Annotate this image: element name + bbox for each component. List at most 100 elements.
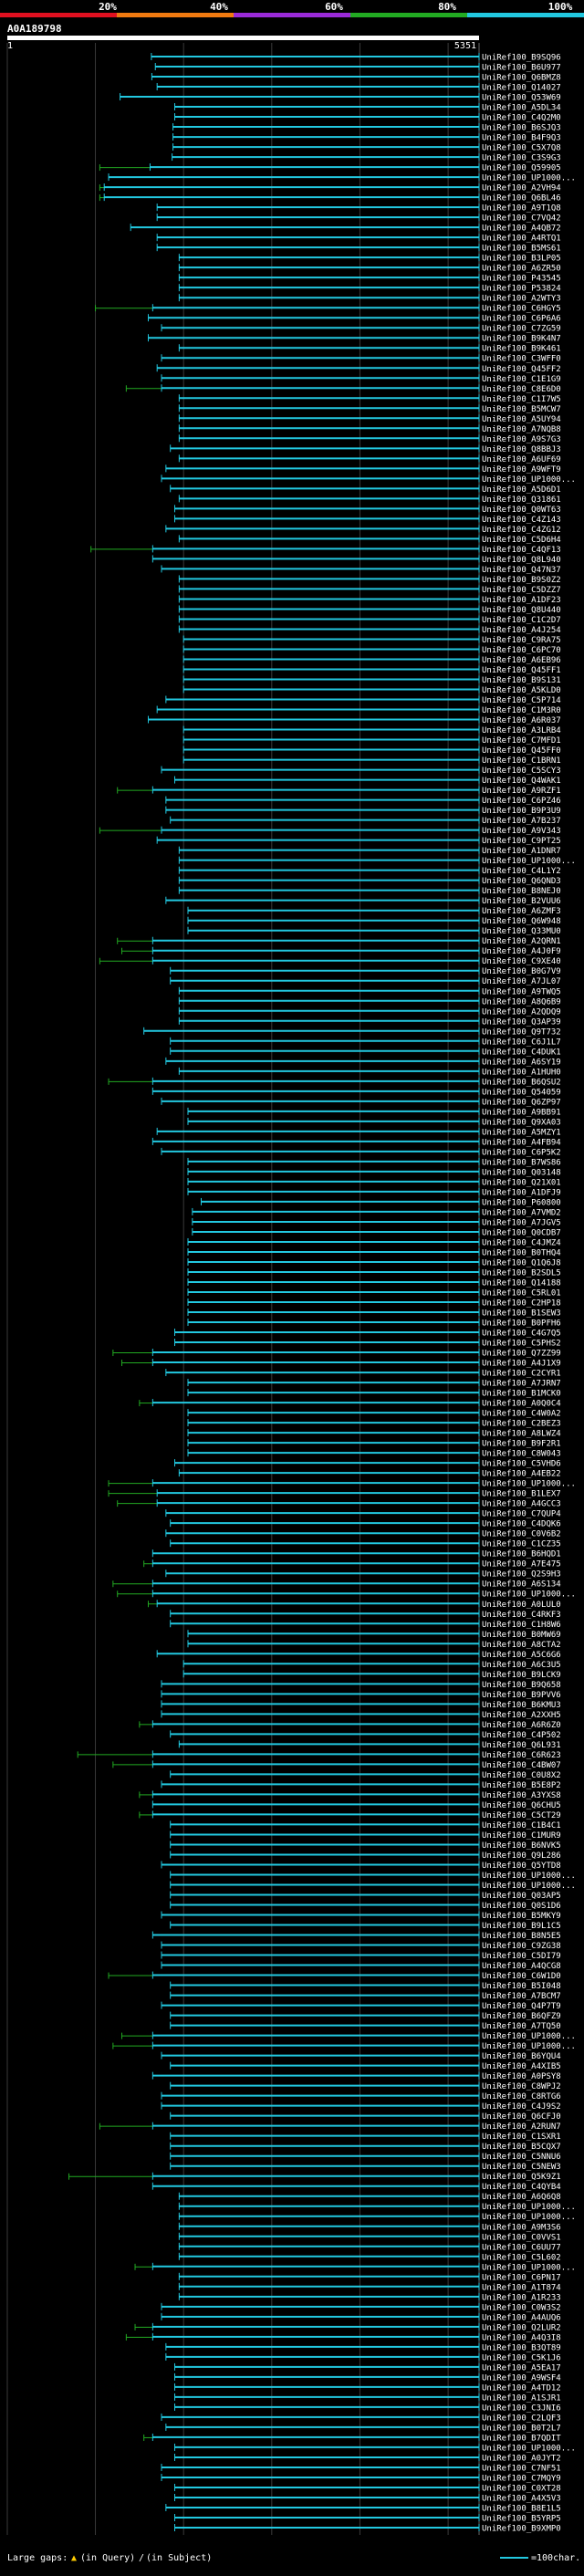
hit-label: UniRef100_C6J1L7 (482, 1038, 561, 1047)
hit-label: UniRef100_A7JGV5 (482, 1218, 561, 1227)
hit-label: UniRef100_B3QT89 (482, 2343, 561, 2352)
hit-label: UniRef100_A7VMD2 (482, 1208, 561, 1217)
hit-label: UniRef100_C4BW07 (482, 1761, 561, 1770)
hit-label: UniRef100_B6SJQ3 (482, 124, 561, 133)
hit-label: UniRef100_A4J0F9 (482, 947, 561, 956)
hit-label: UniRef100_C6P6A6 (482, 315, 561, 324)
hit-label: UniRef100_A4RTQ1 (482, 235, 561, 244)
hit-label: UniRef100_C5K1J6 (482, 2353, 561, 2362)
hit-label: UniRef100_B9K4N7 (482, 335, 561, 344)
hit-label: UniRef100_Q45FF0 (482, 746, 561, 756)
hit-label: UniRef100_UP1000... (482, 2213, 576, 2222)
hit-label: UniRef100_C0V6B2 (482, 1530, 561, 1539)
hit-label: UniRef100_Q45FF2 (482, 365, 561, 374)
hit-label: UniRef100_B5E8P2 (482, 1781, 561, 1790)
hit-label: UniRef100_C3WFF0 (482, 355, 561, 364)
hit-label: UniRef100_A3LRB4 (482, 726, 561, 735)
hit-label: UniRef100_C5NEW3 (482, 2163, 561, 2172)
hit-label: UniRef100_C7VQ42 (482, 214, 561, 224)
hit-label: UniRef100_Q6BL46 (482, 194, 561, 203)
hit-label: UniRef100_C5D6H4 (482, 536, 561, 545)
scale-segment (467, 13, 584, 17)
hit-label: UniRef100_Q0WT63 (482, 506, 561, 515)
hit-label: UniRef100_Q8U440 (482, 606, 561, 615)
hit-label: UniRef100_C9XE40 (482, 957, 561, 966)
legend-query-gap-label: (in Query) (80, 2553, 135, 2563)
hit-label: UniRef100_C2LQF3 (482, 2414, 561, 2423)
hit-label: UniRef100_A7BCM7 (482, 1992, 561, 2001)
hit-label: UniRef100_C4QF13 (482, 546, 561, 555)
hit-label: UniRef100_A9TWQ5 (482, 987, 561, 996)
hit-label: UniRef100_B0MW69 (482, 1631, 561, 1640)
hit-label: UniRef100_B5MKY9 (482, 1912, 561, 1921)
hit-label: UniRef100_Q21X01 (482, 1178, 561, 1187)
hit-label: UniRef100_Q0S1D6 (482, 1902, 561, 1911)
hit-label: UniRef100_Q6CFJ0 (482, 2112, 561, 2122)
hit-label: UniRef100_A1DFJ9 (482, 1188, 561, 1197)
hit-label: UniRef100_Q6BMZ8 (482, 74, 561, 83)
hit-label: UniRef100_UP1000... (482, 475, 576, 485)
hit-label: UniRef100_A6R037 (482, 716, 561, 725)
hit-label: UniRef100_C1H8W6 (482, 1621, 561, 1630)
hit-label: UniRef100_A6C3U5 (482, 1661, 561, 1670)
hit-label: UniRef100_Q53W69 (482, 94, 561, 103)
hit-label: UniRef100_C9PT25 (482, 837, 561, 846)
hit-label: UniRef100_A6ZR50 (482, 265, 561, 274)
hit-label: UniRef100_B9L1C5 (482, 1922, 561, 1931)
hit-label: UniRef100_UP1000... (482, 2032, 576, 2041)
hit-label: UniRef100_C0U8X2 (482, 1771, 561, 1780)
scale-label: 80% (438, 1, 456, 13)
hit-label: UniRef100_Q47N37 (482, 566, 561, 575)
hit-label: UniRef100_C1M3R0 (482, 706, 561, 715)
hit-label: UniRef100_UP1000... (482, 2444, 576, 2453)
hit-label: UniRef100_Q4WAK1 (482, 777, 561, 786)
hit-label: UniRef100_C1B4C1 (482, 1821, 561, 1830)
hit-label: UniRef100_A6S134 (482, 1580, 561, 1590)
hit-label: UniRef100_A5DL34 (482, 104, 561, 113)
hit-label: UniRef100_A1HUH0 (482, 1068, 561, 1077)
hit-label: UniRef100_A9BB91 (482, 1108, 561, 1117)
hit-label: UniRef100_C2HP18 (482, 1299, 561, 1309)
hit-label: UniRef100_C3JNI6 (482, 2404, 561, 2413)
hit-label: UniRef100_B9XMP0 (482, 2525, 561, 2534)
hit-label: UniRef100_A4EB22 (482, 1470, 561, 1479)
hit-label: UniRef100_C6P5K2 (482, 1148, 561, 1157)
scale-label: 20% (99, 1, 117, 13)
hit-label: UniRef100_B0PFH6 (482, 1319, 561, 1329)
hit-label: UniRef100_B5YRP5 (482, 2514, 561, 2523)
legend-subject-gap-label: (in Subject) (146, 2553, 212, 2563)
hit-label: UniRef100_Q6W948 (482, 917, 561, 926)
hit-label: UniRef100_A2RUN7 (482, 2122, 561, 2132)
legend-subject-gap-icon: / (139, 2553, 144, 2563)
hit-label: UniRef100_C8RTG6 (482, 2092, 561, 2101)
hit-label: UniRef100_UP1000... (482, 2203, 576, 2212)
hit-label: UniRef100_B1MCK0 (482, 1390, 561, 1399)
hit-label: UniRef100_B7WS86 (482, 1158, 561, 1167)
hit-label: UniRef100_Q14027 (482, 84, 561, 93)
hit-label: UniRef100_UP1000... (482, 857, 576, 866)
hit-label: UniRef100_A9T1Q8 (482, 204, 561, 214)
hit-label: UniRef100_C6HGY5 (482, 305, 561, 314)
hit-label: UniRef100_A0JYT2 (482, 2454, 561, 2463)
hit-label: UniRef100_A8Q6B9 (482, 997, 561, 1006)
hit-label: UniRef100_Q33MU0 (482, 927, 561, 936)
scale-label: 100% (548, 1, 573, 13)
hit-label: UniRef100_B5MS61 (482, 245, 561, 254)
hit-label: UniRef100_Q59905 (482, 164, 561, 173)
hit-label: UniRef100_A4QCG8 (482, 1962, 561, 1971)
hit-label: UniRef100_C5DI79 (482, 1952, 561, 1961)
hit-label: UniRef100_A8CTA2 (482, 1641, 561, 1650)
hit-label: UniRef100_C5PHS2 (482, 1340, 561, 1349)
hit-label: UniRef100_Q9L286 (482, 1851, 561, 1861)
hit-label: UniRef100_A4QB72 (482, 224, 561, 234)
hit-label: UniRef100_UP1000... (482, 2263, 576, 2272)
hit-label: UniRef100_A9WFT9 (482, 465, 561, 475)
hit-label: UniRef100_C9RA75 (482, 636, 561, 645)
hit-label: UniRef100_A4TD12 (482, 2383, 561, 2393)
hit-label: UniRef100_C5RL01 (482, 1289, 561, 1298)
hit-label: UniRef100_A5D6D1 (482, 485, 561, 495)
hit-label: UniRef100_C4QYB4 (482, 2183, 561, 2192)
hit-label: UniRef100_C5NNU6 (482, 2153, 561, 2162)
hit-label: UniRef100_A6ZMF3 (482, 907, 561, 916)
